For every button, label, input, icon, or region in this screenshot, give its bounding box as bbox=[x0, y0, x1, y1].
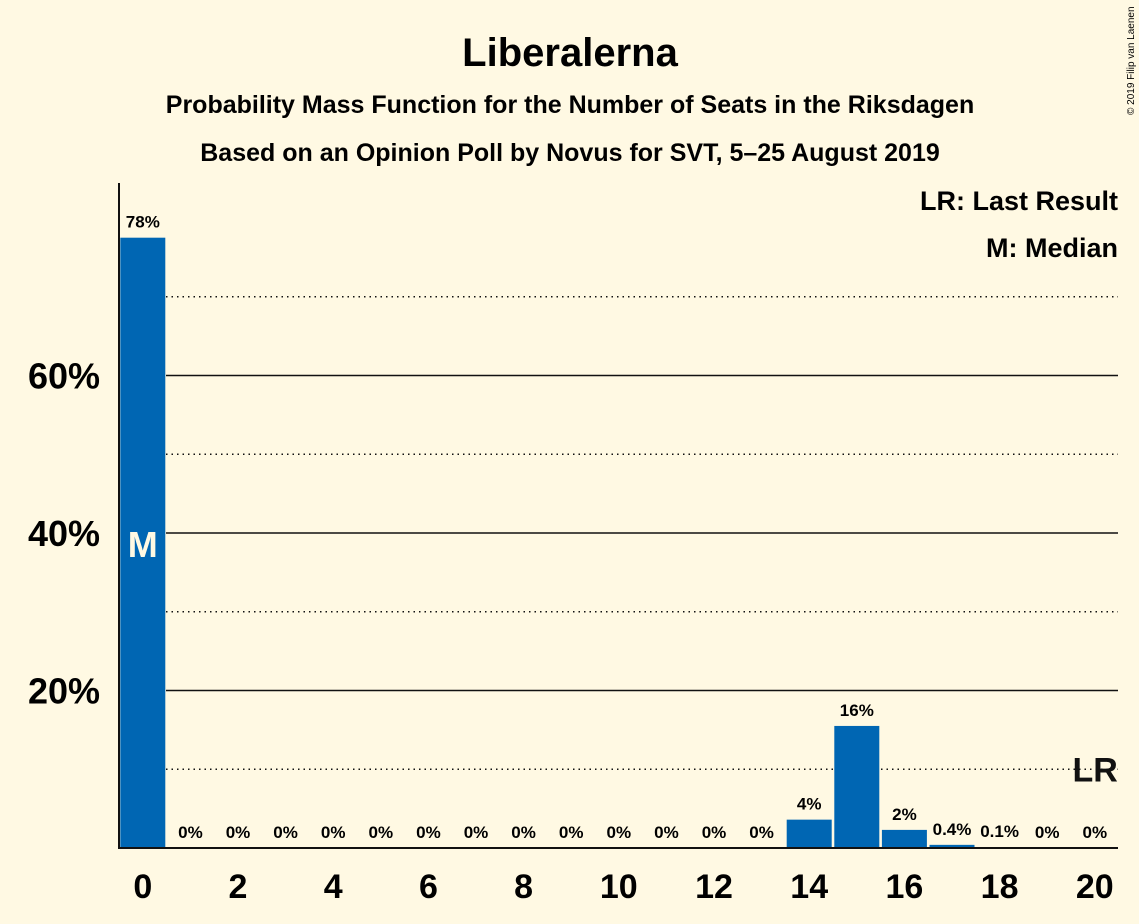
data-label-seat-2: 0% bbox=[226, 823, 251, 842]
y-axis-ticks: 20% 40% 60% bbox=[28, 356, 100, 712]
x-tick-label: 20 bbox=[1076, 868, 1114, 906]
gridlines bbox=[166, 296, 1118, 770]
bar-seat-15 bbox=[834, 725, 880, 848]
data-label-seat-20: 0% bbox=[1083, 823, 1108, 842]
y-tick-label: 40% bbox=[28, 513, 100, 554]
data-label-seat-12: 0% bbox=[702, 823, 727, 842]
data-label-seat-10: 0% bbox=[607, 823, 632, 842]
x-tick-label: 0 bbox=[133, 868, 152, 906]
y-tick-label: 20% bbox=[28, 671, 100, 712]
markers: M LR bbox=[128, 524, 1118, 789]
chart-subtitle-line-2: Based on an Opinion Poll by Novus for SV… bbox=[200, 139, 940, 167]
x-tick-label: 14 bbox=[790, 868, 828, 906]
x-axis-ticks: 0 2 4 6 8 10 12 14 16 18 20 bbox=[133, 868, 1113, 906]
data-label-seat-3: 0% bbox=[273, 823, 298, 842]
data-label-seat-8: 0% bbox=[511, 823, 536, 842]
data-label-seat-0: 78% bbox=[126, 213, 160, 232]
bar-seat-0 bbox=[120, 237, 166, 848]
x-tick-label: 2 bbox=[229, 868, 248, 906]
data-label-seat-17: 0.4% bbox=[933, 820, 972, 839]
data-label-seat-13: 0% bbox=[749, 823, 774, 842]
data-label-seat-11: 0% bbox=[654, 823, 679, 842]
bar-seat-14 bbox=[786, 819, 832, 848]
y-tick-label: 60% bbox=[28, 356, 100, 397]
data-label-seat-4: 0% bbox=[321, 823, 346, 842]
legend-median: M: Median bbox=[986, 233, 1118, 263]
data-label-seat-9: 0% bbox=[559, 823, 584, 842]
x-tick-label: 10 bbox=[600, 868, 638, 906]
data-label-seat-14: 4% bbox=[797, 795, 822, 814]
x-tick-label: 6 bbox=[419, 868, 438, 906]
bars bbox=[120, 237, 1023, 848]
data-label-seat-1: 0% bbox=[178, 823, 203, 842]
last-result-marker: LR bbox=[1072, 751, 1117, 789]
bar-seat-17 bbox=[929, 844, 975, 848]
x-tick-label: 4 bbox=[324, 868, 343, 906]
data-label-seat-18: 0.1% bbox=[980, 822, 1019, 841]
bar-seat-16 bbox=[881, 829, 927, 848]
data-labels: 78% 0% 0% 0% 0% 0% 0% 0% 0% 0% 0% 0% 0% 0% 4% 16% 2% 0.4%… bbox=[126, 213, 1107, 842]
copyright-notice: © 2019 Filip van Laenen bbox=[1126, 6, 1137, 115]
x-tick-label: 16 bbox=[885, 868, 923, 906]
chart-title: Liberalerna bbox=[462, 31, 678, 75]
x-tick-label: 18 bbox=[981, 868, 1019, 906]
x-tick-label: 8 bbox=[514, 868, 533, 906]
data-label-seat-6: 0% bbox=[416, 823, 441, 842]
data-label-seat-5: 0% bbox=[369, 823, 394, 842]
median-marker: M bbox=[128, 524, 158, 565]
x-tick-label: 12 bbox=[695, 868, 733, 906]
legend-last-result: LR: Last Result bbox=[920, 186, 1118, 216]
data-label-seat-16: 2% bbox=[892, 805, 917, 824]
chart-subtitle-line-1: Probability Mass Function for the Number… bbox=[166, 91, 974, 119]
data-label-seat-15: 16% bbox=[840, 701, 874, 720]
data-label-seat-19: 0% bbox=[1035, 823, 1060, 842]
data-label-seat-7: 0% bbox=[464, 823, 489, 842]
